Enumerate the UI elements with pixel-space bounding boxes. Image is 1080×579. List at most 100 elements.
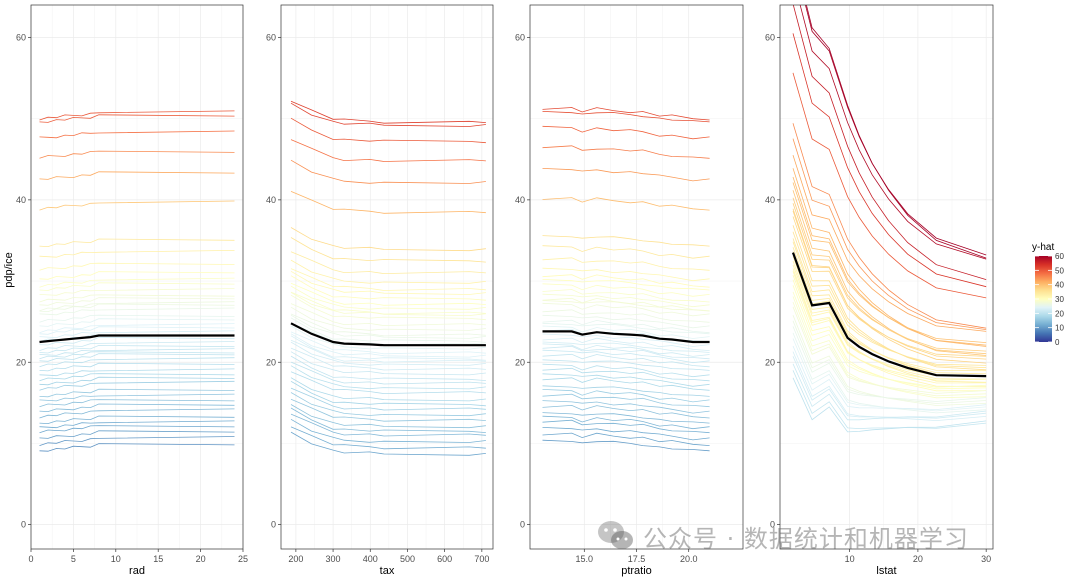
legend-colorbar bbox=[1035, 256, 1052, 342]
ice-curve bbox=[39, 380, 235, 391]
ice-curve bbox=[542, 235, 710, 247]
ice-curve bbox=[542, 415, 710, 430]
legend-tick-label: 10 bbox=[1055, 324, 1064, 333]
ice-curve bbox=[792, 377, 987, 433]
ice-curve bbox=[542, 359, 710, 371]
ice-curve bbox=[290, 268, 486, 291]
ice-curve bbox=[542, 319, 710, 334]
ice-curve bbox=[792, 168, 987, 347]
panel-border bbox=[779, 4, 994, 550]
ice-curve bbox=[792, 251, 987, 372]
ice-curve bbox=[290, 347, 486, 371]
ice-curve bbox=[792, 285, 987, 390]
x-tick-label: 20 bbox=[913, 554, 923, 564]
ice-curves-ptratio bbox=[542, 107, 710, 452]
ice-curve bbox=[792, 138, 987, 330]
x-tick-label: 5 bbox=[71, 554, 76, 564]
x-tick-label: 20 bbox=[196, 554, 206, 564]
ice-curve bbox=[542, 337, 710, 351]
color-legend: y-hat 0 10 20 30 40 50 60 bbox=[1032, 242, 1064, 347]
ice-curve bbox=[792, 301, 987, 397]
ice-curve bbox=[39, 430, 235, 439]
ice-curve bbox=[290, 380, 486, 407]
x-tick-label: 700 bbox=[474, 554, 489, 564]
legend-tick-label: 50 bbox=[1055, 266, 1064, 275]
ice-curve bbox=[792, 72, 987, 299]
ice-curve bbox=[799, 5, 987, 260]
pdp-line-lstat bbox=[791, 252, 987, 378]
ice-curve bbox=[39, 341, 235, 351]
ice-curve bbox=[290, 341, 486, 366]
x-tick-label: 0 bbox=[28, 554, 33, 564]
ice-curve bbox=[290, 371, 486, 395]
y-tick-label: 0 bbox=[520, 520, 525, 530]
x-tick-label: 20.0 bbox=[680, 554, 698, 564]
ice-curve bbox=[290, 325, 486, 350]
y-tick-label: 20 bbox=[16, 357, 26, 367]
ice-curve bbox=[792, 291, 987, 388]
y-tick-label: 40 bbox=[515, 195, 525, 205]
y-tick-label: 0 bbox=[271, 520, 276, 530]
ice-curve bbox=[542, 345, 710, 360]
ice-curve bbox=[39, 393, 235, 402]
ice-curve bbox=[290, 335, 486, 361]
y-tick-label: 20 bbox=[515, 357, 525, 367]
ice-curve bbox=[39, 362, 235, 372]
ice-curve bbox=[39, 443, 235, 452]
ice-curve bbox=[39, 399, 235, 408]
ice-curve bbox=[542, 300, 710, 312]
ice-curve bbox=[39, 200, 235, 211]
ice-curve bbox=[792, 338, 987, 412]
ice-curve bbox=[39, 330, 235, 339]
ice-curve bbox=[542, 393, 710, 408]
ice-curve bbox=[290, 331, 486, 355]
ice-curve bbox=[542, 377, 710, 391]
ice-curve bbox=[290, 275, 486, 301]
ice-curve bbox=[290, 404, 486, 429]
ice-curve bbox=[290, 159, 486, 184]
ice-curve bbox=[806, 5, 987, 259]
ice-curve bbox=[542, 349, 710, 364]
ice-curve bbox=[792, 363, 987, 421]
ice-curve bbox=[39, 114, 235, 123]
y-tick-label: 0 bbox=[21, 520, 26, 530]
ice-curve bbox=[290, 317, 486, 343]
ice-curve bbox=[39, 130, 235, 139]
ice-curve bbox=[290, 361, 486, 385]
ice-curve bbox=[39, 323, 235, 334]
ice-curve bbox=[290, 100, 486, 124]
ice-curve bbox=[792, 268, 987, 387]
ice-curve bbox=[542, 289, 710, 303]
ice-curve bbox=[290, 387, 486, 411]
ice-curve bbox=[542, 107, 710, 121]
ice-curve bbox=[542, 385, 710, 397]
x-axis-title: tax bbox=[380, 565, 395, 577]
ice-curve bbox=[792, 274, 987, 381]
ice-curve bbox=[792, 279, 987, 392]
ice-curve bbox=[542, 145, 710, 159]
ice-curve bbox=[290, 365, 486, 390]
ice-curve bbox=[290, 259, 486, 284]
ice-curve bbox=[542, 325, 710, 339]
ice-curve bbox=[39, 353, 235, 362]
ice-curve bbox=[290, 431, 486, 456]
ice-curve bbox=[290, 413, 486, 437]
ice-curve bbox=[39, 282, 235, 291]
x-tick-label: 15 bbox=[153, 554, 163, 564]
ice-curve bbox=[39, 425, 235, 434]
y-tick-label: 60 bbox=[16, 32, 26, 42]
legend-title: y-hat bbox=[1032, 242, 1054, 253]
y-tick-label: 60 bbox=[765, 32, 775, 42]
ice-curve bbox=[39, 336, 235, 346]
y-axis-title: pdp/ice bbox=[3, 252, 15, 287]
ice-curve bbox=[542, 168, 710, 182]
ice-curve bbox=[542, 404, 710, 419]
ice-curve bbox=[290, 292, 486, 317]
ice-curve bbox=[542, 341, 710, 353]
pdp-line-tax bbox=[290, 322, 486, 347]
ice-curve bbox=[792, 197, 987, 355]
ice-curve bbox=[542, 412, 710, 424]
ice-curve bbox=[290, 398, 486, 422]
x-tick-label: 600 bbox=[437, 554, 452, 564]
